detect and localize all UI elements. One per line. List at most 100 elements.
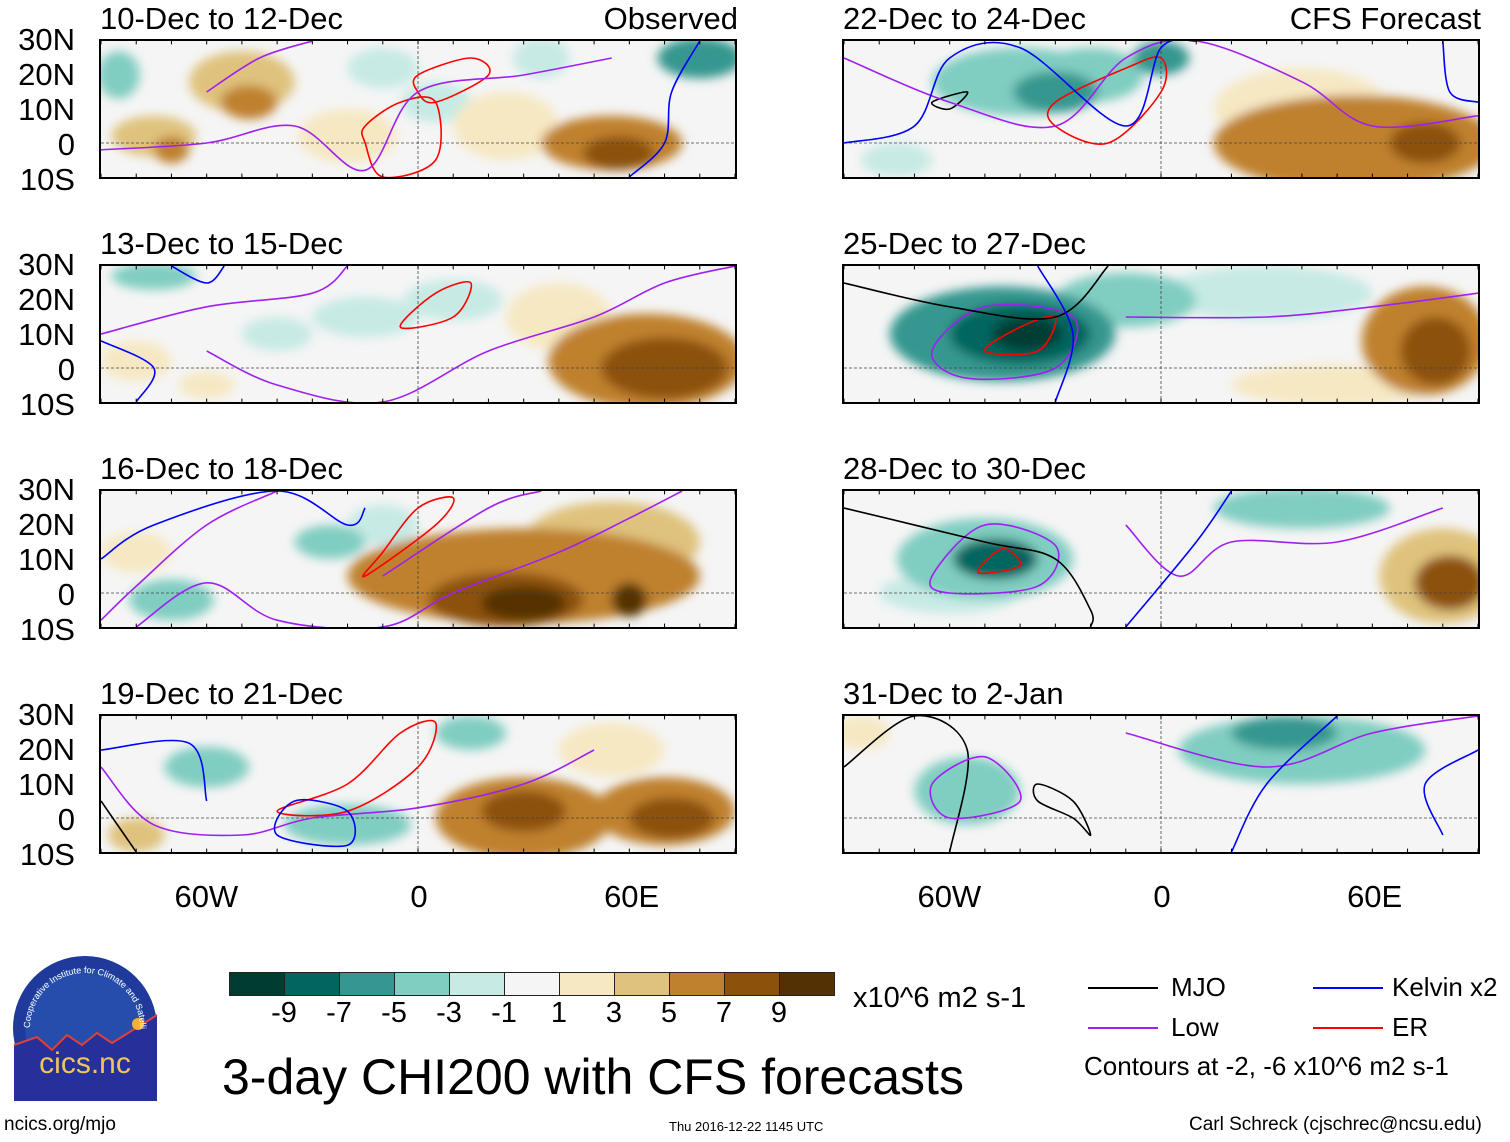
y-tick-label: 10S — [19, 837, 75, 872]
anomaly-region — [284, 804, 411, 846]
contour-low — [1126, 293, 1478, 318]
colorbar-swatch — [505, 973, 560, 995]
colorbar — [229, 972, 835, 996]
anomaly-region — [611, 582, 647, 617]
anomaly-region — [1013, 71, 1098, 113]
figure-title: 3-day CHI200 with CFS forecasts — [222, 1049, 964, 1105]
map-panel — [842, 489, 1480, 629]
contour-low — [383, 491, 542, 576]
colorbar-swatch — [450, 973, 505, 995]
contour-kelvin — [101, 740, 207, 801]
anomaly-region — [294, 525, 366, 559]
contour-er — [362, 97, 441, 178]
colorbar-tick-label: 3 — [605, 997, 623, 1029]
contour-kelvin — [1231, 716, 1337, 852]
contour-low — [1126, 716, 1478, 767]
anomaly-region — [220, 85, 278, 120]
y-tick-label: 10N — [18, 92, 75, 127]
anomaly-region — [453, 92, 559, 160]
anomaly-region — [153, 136, 190, 164]
contour-kelvin — [274, 800, 355, 847]
panel-title: 19-Dec to 21-Dec — [100, 676, 343, 711]
colorbar-swatch — [340, 973, 395, 995]
y-tick-label: 0 — [57, 352, 75, 387]
anomaly-region — [481, 790, 566, 832]
y-tick-label: 20N — [18, 732, 75, 767]
colorbar-units: x10^6 m2 s-1 — [853, 982, 1027, 1014]
anomaly-region — [101, 531, 172, 573]
contour-mjo — [844, 266, 1108, 319]
y-tick-label: 30N — [18, 472, 75, 507]
anomaly-region — [164, 746, 249, 788]
site-link[interactable]: ncics.org/mjo — [4, 1114, 116, 1135]
map-panel — [842, 264, 1480, 404]
anomaly-region — [312, 296, 418, 338]
y-tick-label: 10S — [19, 162, 75, 197]
logo-text: cics.nc — [39, 1047, 131, 1080]
colorbar-swatch — [230, 973, 285, 995]
x-tick-label: 60E — [604, 879, 660, 914]
panel-title: 25-Dec to 27-Dec — [843, 226, 1086, 261]
y-tick-label: 20N — [18, 282, 75, 317]
anomaly-region — [481, 586, 566, 621]
contour-er — [978, 549, 1021, 574]
colorbar-swatch — [780, 973, 834, 995]
map-panel — [99, 264, 737, 404]
y-tick-label: 10N — [18, 317, 75, 352]
x-tick-label: 60W — [174, 879, 239, 914]
colorbar-tick-label: -1 — [491, 997, 517, 1029]
source-label: Observed — [603, 1, 738, 36]
legend-contour-note: Contours at -2, -6 x10^6 m2 s-1 — [1084, 1051, 1449, 1081]
x-tick-label: 60E — [1347, 879, 1403, 914]
anomaly-region — [558, 722, 665, 778]
anomaly-region — [1414, 555, 1478, 610]
anomaly-region — [101, 340, 172, 382]
anomaly-region — [298, 109, 397, 164]
y-tick-label: 20N — [18, 57, 75, 92]
contour-kelvin — [844, 39, 1196, 143]
y-tick-label: 30N — [18, 22, 75, 57]
anomaly-region — [435, 716, 507, 750]
contour-low — [101, 58, 612, 171]
contour-kelvin — [1443, 41, 1478, 102]
legend-mjo-line — [1088, 987, 1158, 989]
y-tick-label: 10S — [19, 612, 75, 647]
colorbar-tick-label: 7 — [715, 997, 733, 1029]
y-tick-label: 30N — [18, 247, 75, 282]
colorbar-tick-label: 5 — [660, 997, 678, 1029]
contour-kelvin — [101, 341, 155, 402]
anomaly-region — [347, 504, 418, 546]
contour-er — [413, 58, 490, 103]
map-panel — [99, 489, 737, 629]
author-credit: Carl Schreck (cjschrec@ncsu.edu) — [1189, 1114, 1482, 1135]
legend-low-line — [1088, 1027, 1158, 1029]
anomaly-region — [861, 143, 933, 177]
colorbar-tick-label: -9 — [271, 997, 297, 1029]
colorbar-tick-label: -7 — [326, 997, 352, 1029]
anomaly-region — [1161, 266, 1373, 321]
contour-low — [207, 41, 313, 92]
anomaly-region — [111, 266, 197, 290]
contour-er — [400, 282, 471, 329]
anomaly-region — [1002, 729, 1109, 771]
map-panel — [99, 39, 737, 179]
cics-logo: Cooperative Institute for Climate and Sa… — [12, 955, 158, 1101]
map-panel — [99, 714, 737, 854]
y-tick-label: 30N — [18, 697, 75, 732]
panel-title: 28-Dec to 30-Dec — [843, 451, 1086, 486]
contour-low — [930, 757, 1021, 819]
y-tick-label: 0 — [57, 577, 75, 612]
colorbar-swatch — [725, 973, 780, 995]
legend-er-label: ER — [1392, 1012, 1429, 1042]
anomaly-region — [953, 538, 1038, 580]
contour-kelvin — [1038, 266, 1074, 402]
contour-low — [932, 305, 1078, 380]
colorbar-tick-label: 1 — [550, 997, 568, 1029]
anomaly-region — [914, 756, 1021, 825]
contour-kelvin — [1424, 750, 1478, 835]
colorbar-tick-label: -5 — [381, 997, 407, 1029]
y-tick-label: 20N — [18, 507, 75, 542]
timestamp: Thu 2016-12-22 1145 UTC — [669, 1119, 824, 1134]
legend-er-line — [1313, 1027, 1383, 1029]
colorbar-tick-label: 9 — [770, 997, 788, 1029]
